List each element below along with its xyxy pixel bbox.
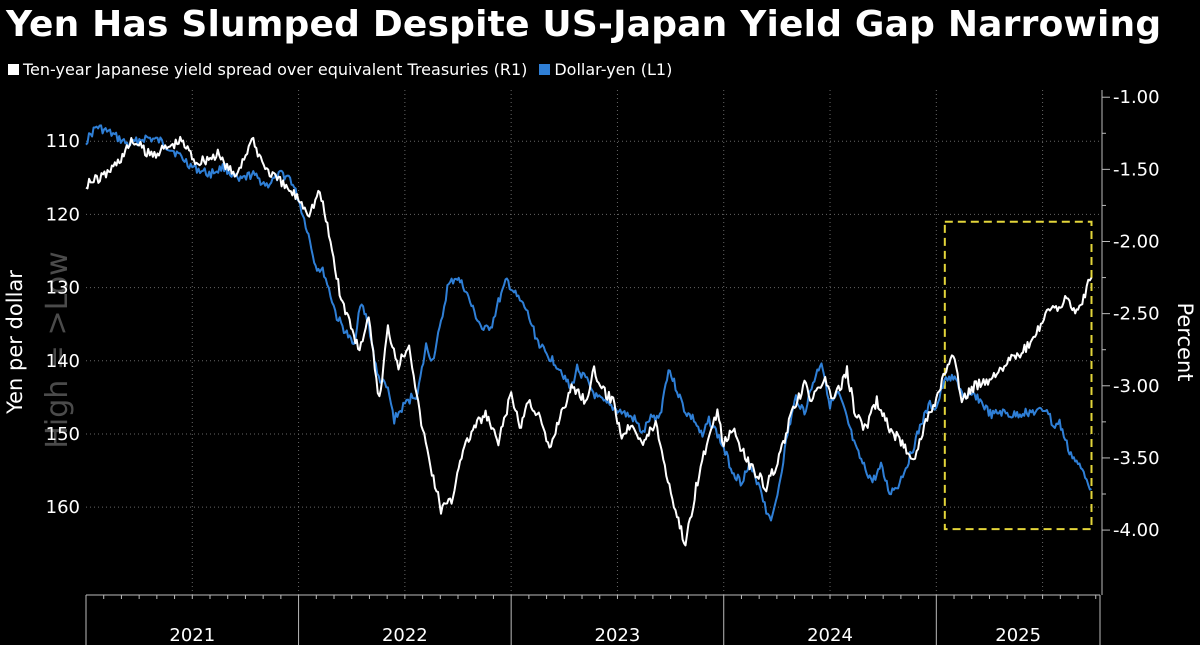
- watermark-text: High = >Low: [40, 251, 75, 448]
- x-tick-label-2022: 2022: [382, 625, 428, 645]
- series-line-yield-spread: [85, 135, 1093, 547]
- left-tick-label-140: 140: [46, 351, 80, 372]
- right-tick-label: -3.50: [1113, 448, 1160, 469]
- x-tick-label-2024: 2024: [807, 625, 853, 645]
- right-axis-label: Percent: [1173, 302, 1197, 381]
- left-tick-label-120: 120: [46, 204, 80, 225]
- right-tick-label: -3.00: [1113, 376, 1160, 397]
- series-line-dollar-yen: [85, 124, 1092, 522]
- legend-item-dollar-yen: Dollar-yen (L1): [539, 60, 672, 79]
- left-tick-label-150: 150: [46, 424, 80, 445]
- x-tick-label-2023: 2023: [595, 625, 641, 645]
- legend-swatch-white: [8, 64, 19, 75]
- x-tick-label-2021: 2021: [169, 625, 215, 645]
- right-tick-label: -2.00: [1113, 232, 1160, 253]
- legend: Ten-year Japanese yield spread over equi…: [8, 60, 684, 79]
- legend-label-dollar-yen: Dollar-yen (L1): [554, 60, 673, 79]
- right-tick-label: -2.50: [1113, 304, 1160, 325]
- legend-label-spread: Ten-year Japanese yield spread over equi…: [23, 60, 528, 79]
- legend-swatch-blue: [539, 64, 551, 75]
- right-tick-label: -1.50: [1113, 159, 1160, 180]
- right-tick-label: -1.00: [1113, 87, 1160, 108]
- left-tick-label-110: 110: [46, 131, 80, 152]
- legend-item-spread: Ten-year Japanese yield spread over equi…: [8, 60, 527, 79]
- left-axis-label: Yen per dollar: [3, 270, 27, 415]
- right-tick-label: -4.00: [1113, 520, 1160, 541]
- left-tick-label-130: 130: [46, 278, 80, 299]
- left-tick-label-160: 160: [46, 497, 80, 518]
- x-tick-label-2025: 2025: [995, 625, 1041, 645]
- chart-title: Yen Has Slumped Despite US-Japan Yield G…: [6, 4, 1162, 45]
- highlight-box: [943, 220, 1093, 531]
